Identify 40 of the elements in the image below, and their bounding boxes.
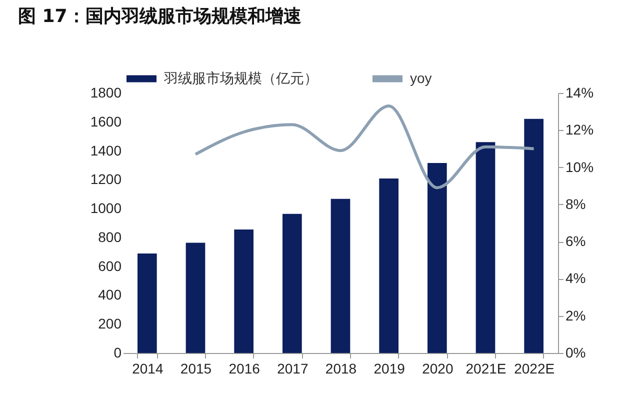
bar: [428, 163, 447, 353]
y-tick-label: 200: [98, 316, 122, 332]
chart-title: 图 17：国内羽绒服市场规模和增速: [18, 6, 302, 27]
line-series: [194, 104, 536, 190]
y-tick-label: 1200: [90, 171, 122, 188]
x-tick-label: 2022E: [514, 360, 555, 376]
y2-tick-label: 14%: [566, 84, 594, 100]
y2-tick-label: 2%: [566, 307, 586, 324]
x-tick-label: 2018: [325, 360, 357, 376]
legend-label: 羽绒服市场规模（亿元）: [163, 70, 318, 86]
y-tick-label: 0: [114, 344, 122, 360]
bar: [330, 198, 350, 353]
y-tick-label: 1800: [90, 84, 122, 100]
bar: [138, 253, 157, 353]
legend-label: yoy: [410, 70, 432, 86]
x-tick-label: 2014: [132, 360, 164, 376]
y2-tick-label: 8%: [566, 196, 586, 212]
x-tick-label: 2019: [374, 360, 406, 376]
bar: [234, 230, 254, 353]
y-tick-label: 1400: [90, 142, 122, 158]
x-tick-label: 2015: [180, 360, 212, 376]
bar: [282, 214, 302, 353]
bar: [186, 242, 206, 353]
y-tick-label: 600: [98, 258, 122, 274]
x-tick-label: 2021E: [466, 360, 506, 376]
y2-tick-label: 10%: [566, 158, 594, 175]
bar: [524, 118, 544, 353]
x-tick-label: 2017: [277, 360, 308, 376]
x-tick-label: 2016: [228, 360, 260, 376]
bar: [379, 178, 398, 353]
y-tick-label: 400: [98, 286, 122, 303]
y2-tick-label: 6%: [566, 233, 586, 250]
y-tick-label: 800: [98, 228, 122, 245]
bar: [476, 142, 496, 353]
y-tick-label: 1600: [90, 113, 122, 130]
y2-tick-label: 4%: [566, 270, 586, 286]
y2-tick-label: 12%: [566, 122, 594, 138]
y-tick-label: 1000: [90, 200, 122, 216]
x-tick-label: 2020: [422, 360, 454, 376]
y2-tick-label: 0%: [566, 344, 586, 360]
